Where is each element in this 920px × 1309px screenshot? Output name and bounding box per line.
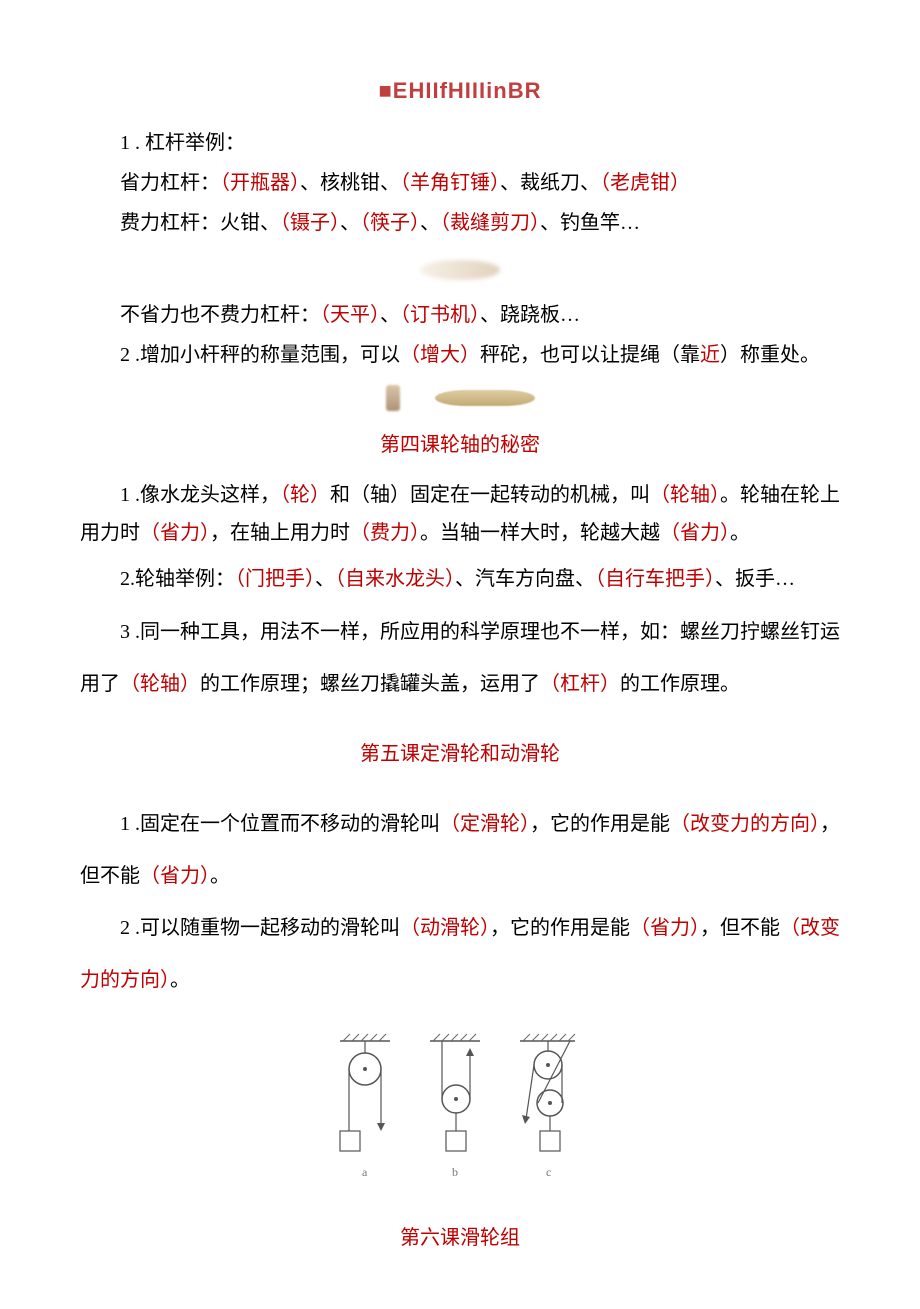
blank: （改变力的方向） — [670, 813, 820, 835]
para-1: 1 . 杠杆举例： — [80, 124, 840, 162]
num: 1 . — [120, 132, 140, 154]
blank: 近 — [700, 344, 720, 366]
blank: （订书机） — [400, 304, 480, 326]
label-c: c — [546, 1165, 551, 1179]
blank: （老虎钳） — [600, 172, 690, 194]
text: 。 — [210, 865, 230, 887]
text: 、 — [420, 212, 440, 234]
s5-para-1: 1 .固定在一个位置而不移动的滑轮叫（定滑轮），它的作用是能（改变力的方向），但… — [80, 798, 840, 902]
page-header: ■EHIIfHIIIinBR — [80, 70, 840, 112]
para-4: 不省力也不费力杠杆：（天平）、（订书机）、跷跷板… — [80, 296, 840, 334]
blank: （天平） — [320, 304, 380, 326]
smudge-icon — [435, 390, 535, 406]
smudge-icon — [386, 385, 400, 411]
s4-para-3: 3 .同一种工具，用法不一样，所应用的科学原理也不一样，如：螺丝刀拧螺丝钉运用了… — [80, 606, 840, 710]
text: ，它的作用是能 — [490, 917, 630, 939]
blank: （省力） — [140, 865, 210, 887]
text: 、 — [380, 304, 400, 326]
s4-para-1: 1 .像水龙头这样，（轮）和（轴）固定在一起转动的机械，叫（轮轴）。轮轴在轮上用… — [80, 476, 840, 552]
s4-para-2: 2.轮轴举例：（门把手）、（自来水龙头）、汽车方向盘、（自行车把手）、扳手… — [80, 560, 840, 598]
image-placeholder-2 — [80, 378, 840, 416]
text: 的工作原理。 — [620, 673, 740, 695]
para-2: 省力杠杆：（开瓶器）、核桃钳、（羊角钉锤）、裁纸刀、（老虎钳） — [80, 164, 840, 202]
blank: （自行车把手） — [595, 568, 715, 590]
blank: （轮轴） — [120, 673, 200, 695]
text: 的工作原理；螺丝刀撬罐头盖，运用了 — [200, 673, 540, 695]
text: 、裁纸刀、 — [500, 172, 600, 194]
text: 。 — [170, 969, 190, 991]
text: 、 — [340, 212, 360, 234]
blank: （定滑轮） — [440, 813, 530, 835]
blank: （省力） — [630, 917, 700, 939]
text: ，它的作用是能 — [530, 813, 670, 835]
para-5: 2 .增加小杆秤的称量范围，可以（增大）秤砣，也可以让提绳（靠近）称重处。 — [80, 336, 840, 374]
text: 像水龙头这样， — [140, 484, 280, 506]
text: 、扳手… — [715, 568, 795, 590]
label-b: b — [452, 1165, 458, 1179]
para-3: 费力杠杆：火钳、（镊子）、（筷子）、（裁缝剪刀）、钓鱼竿… — [80, 204, 840, 242]
text: 。当轴一样大时，轮越大越 — [420, 522, 660, 544]
text: 杠杆举例： — [145, 132, 245, 154]
blank: （费力） — [350, 522, 420, 544]
blank: （动滑轮） — [400, 917, 490, 939]
text: 不省力也不费力杠杆： — [120, 304, 320, 326]
blank: （羊角钉锤） — [400, 172, 500, 194]
blank: （裁缝剪刀） — [440, 212, 540, 234]
text: ）称重处。 — [720, 344, 820, 366]
num: 1 . — [120, 813, 140, 835]
num: 2 . — [120, 917, 140, 939]
text: 、核桃钳、 — [300, 172, 400, 194]
text: ，但不能 — [700, 917, 780, 939]
smudge-icon — [420, 260, 500, 280]
num: 1 . — [120, 484, 140, 506]
text: 、跷跷板… — [480, 304, 580, 326]
text: 2.轮轴举例： — [120, 568, 235, 590]
text: 费力杠杆：火钳、 — [120, 212, 280, 234]
blank: （筷子） — [360, 212, 420, 234]
num: 3 . — [120, 621, 140, 643]
text: ，在轴上用力时 — [210, 522, 350, 544]
section-5-title: 第五课定滑轮和动滑轮 — [80, 735, 840, 773]
text: 和（轴）固定在一起转动的机械，叫 — [330, 484, 650, 506]
pulley-svg: a b — [320, 1031, 600, 1191]
blank: （轮） — [280, 484, 330, 506]
s5-para-2: 2 .可以随重物一起移动的滑轮叫（动滑轮），它的作用是能（省力），但不能（改变力… — [80, 902, 840, 1006]
blank: （门把手） — [235, 568, 315, 590]
blank: （轮轴） — [650, 484, 720, 506]
blank: （开瓶器） — [220, 172, 300, 194]
blank: （自来水龙头） — [335, 568, 455, 590]
blank: （杠杆） — [540, 673, 620, 695]
section-4-title: 第四课轮轴的秘密 — [80, 426, 840, 464]
text: 秤砣，也可以让提绳（靠 — [480, 344, 700, 366]
text: 、钓鱼竿… — [540, 212, 640, 234]
image-placeholder-1 — [80, 250, 840, 288]
blank: （增大） — [400, 344, 480, 366]
blank: （省力） — [140, 522, 210, 544]
text: 固定在一个位置而不移动的滑轮叫 — [140, 813, 440, 835]
text: 。 — [730, 522, 750, 544]
text: 增加小杆秤的称量范围，可以 — [140, 344, 400, 366]
blank: （省力） — [660, 522, 730, 544]
pulley-diagram: a b — [80, 1031, 840, 1204]
num: 2 . — [120, 344, 140, 366]
text: 、 — [315, 568, 335, 590]
section-6-title: 第六课滑轮组 — [80, 1219, 840, 1257]
text: 可以随重物一起移动的滑轮叫 — [140, 917, 400, 939]
blank: （镊子） — [280, 212, 340, 234]
text: 省力杠杆： — [120, 172, 220, 194]
text: 、汽车方向盘、 — [455, 568, 595, 590]
label-a: a — [362, 1165, 368, 1179]
